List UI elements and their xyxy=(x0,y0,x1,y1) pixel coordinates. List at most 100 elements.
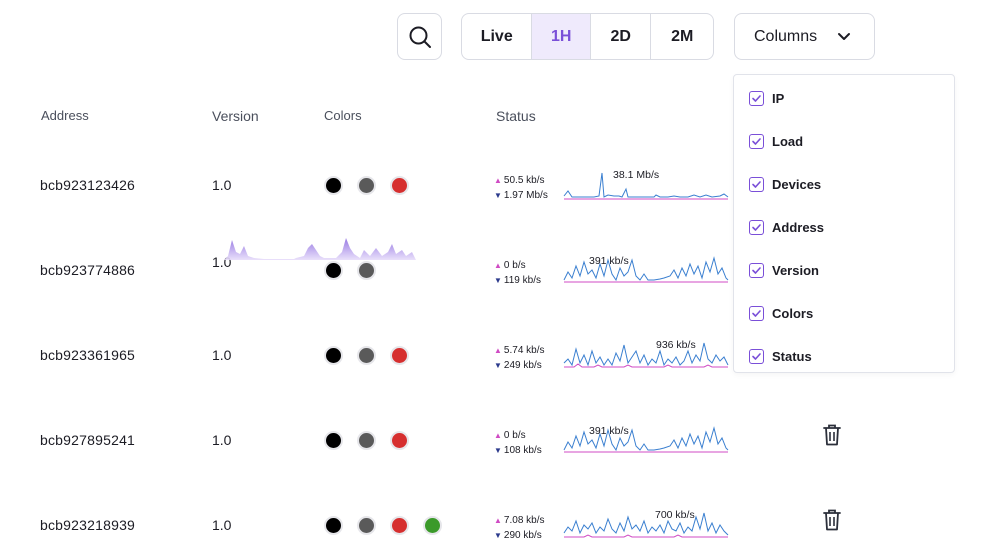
column-option[interactable]: Devices xyxy=(749,177,821,192)
column-option-label: Devices xyxy=(772,177,822,192)
up-arrow-icon: ▲ xyxy=(494,346,502,355)
header-version[interactable]: Version xyxy=(212,108,259,124)
down-arrow-icon: ▼ xyxy=(494,446,502,455)
column-option[interactable]: Version xyxy=(749,263,819,278)
status-sparkline xyxy=(563,342,729,368)
chevron-down-icon xyxy=(838,33,850,40)
checkbox-checked-icon[interactable] xyxy=(749,220,764,235)
checkbox-checked-icon[interactable] xyxy=(749,306,764,321)
range-1h[interactable]: 1H xyxy=(532,14,591,59)
range-live[interactable]: Live xyxy=(462,14,533,59)
row-rates: ▲ 7.08 kb/s ▼ 290 kb/s xyxy=(494,513,545,543)
row-colors xyxy=(324,516,442,535)
row-address: bcb927895241 xyxy=(40,432,136,448)
upload-line xyxy=(564,534,728,538)
peak-label: 936 kb/s xyxy=(656,339,696,351)
row-rates: ▲ 50.5 kb/s ▼ 1.97 Mb/s xyxy=(494,173,548,203)
row-version: 1.0 xyxy=(212,517,232,533)
row-address: bcb923774886 xyxy=(40,262,136,278)
upload-line xyxy=(564,363,728,368)
row-rates: ▲ 0 b/s ▼ 108 kb/s xyxy=(494,428,542,458)
row-version: 1.0 xyxy=(212,347,232,363)
upload-rate-value: 7.08 kb/s xyxy=(503,515,545,526)
checkbox-checked-icon[interactable] xyxy=(749,349,764,364)
row-colors xyxy=(324,346,409,365)
row-colors xyxy=(324,176,409,195)
color-swatch xyxy=(357,176,376,195)
row-version: 1.0 xyxy=(212,432,232,448)
color-swatch xyxy=(324,346,343,365)
download-line xyxy=(563,256,729,282)
row-address: bcb923218939 xyxy=(40,517,136,533)
column-option[interactable]: Colors xyxy=(749,306,813,321)
color-swatch xyxy=(357,431,376,450)
row-address: bcb923123426 xyxy=(40,177,136,193)
search-button[interactable] xyxy=(397,13,442,60)
color-swatch xyxy=(390,176,409,195)
up-arrow-icon: ▲ xyxy=(494,176,502,185)
upload-rate-value: 0 b/s xyxy=(503,260,526,271)
download-line xyxy=(563,172,729,198)
upload-rate-value: 5.74 kb/s xyxy=(503,345,545,356)
column-option[interactable]: Load xyxy=(749,134,803,149)
row-colors xyxy=(324,431,409,450)
upload-rate: ▲ 7.08 kb/s xyxy=(494,513,545,528)
column-option[interactable]: Status xyxy=(749,349,812,364)
header-colors[interactable]: Colors xyxy=(324,108,362,123)
column-option[interactable]: IP xyxy=(749,91,784,106)
download-rate-value: 108 kb/s xyxy=(503,445,542,456)
checkbox-checked-icon[interactable] xyxy=(749,263,764,278)
status-sparkline xyxy=(563,426,729,453)
header-address[interactable]: Address xyxy=(41,108,89,123)
color-swatch xyxy=(357,261,376,280)
download-rate-value: 249 kb/s xyxy=(503,360,542,371)
upload-rate: ▲ 5.74 kb/s xyxy=(494,343,545,358)
checkbox-checked-icon[interactable] xyxy=(749,91,764,106)
trash-icon[interactable] xyxy=(822,423,842,447)
down-arrow-icon: ▼ xyxy=(494,531,502,540)
download-line xyxy=(563,512,729,536)
peak-label: 391 kb/s xyxy=(589,255,629,267)
download-rate: ▼ 108 kb/s xyxy=(494,443,542,458)
trash-icon[interactable] xyxy=(822,508,842,532)
upload-rate-value: 0 b/s xyxy=(503,430,526,441)
status-sparkline xyxy=(563,512,729,538)
columns-label: Columns xyxy=(754,27,818,45)
upload-rate: ▲ 0 b/s xyxy=(494,258,541,273)
time-range-selector: Live 1H 2D 2M xyxy=(461,13,714,60)
download-rate: ▼ 1.97 Mb/s xyxy=(494,188,548,203)
column-option-label: Load xyxy=(772,134,804,149)
download-rate: ▼ 249 kb/s xyxy=(494,358,545,373)
color-swatch xyxy=(324,176,343,195)
up-arrow-icon: ▲ xyxy=(494,431,502,440)
range-2d[interactable]: 2D xyxy=(591,14,652,59)
column-option-label: Version xyxy=(772,263,819,278)
drag-preview-sparkline xyxy=(224,238,416,260)
row-version: 1.0 xyxy=(212,177,232,193)
up-arrow-icon: ▲ xyxy=(494,261,502,270)
peak-label: 38.1 Mb/s xyxy=(613,169,660,181)
checkbox-checked-icon[interactable] xyxy=(749,177,764,192)
upload-rate-value: 50.5 kb/s xyxy=(503,175,545,186)
range-2m[interactable]: 2M xyxy=(671,27,694,45)
download-rate-value: 119 kb/s xyxy=(503,275,541,286)
column-option-label: Colors xyxy=(772,306,814,321)
download-rate: ▼ 119 kb/s xyxy=(494,273,541,288)
color-swatch xyxy=(423,516,442,535)
column-option-label: IP xyxy=(772,91,785,106)
color-swatch xyxy=(357,516,376,535)
color-swatch xyxy=(390,516,409,535)
search-icon xyxy=(409,26,431,48)
download-line xyxy=(563,426,729,452)
peak-label: 391 kb/s xyxy=(589,425,629,437)
upload-rate: ▲ 50.5 kb/s xyxy=(494,173,548,188)
columns-button[interactable]: Columns xyxy=(734,13,875,60)
checkbox-checked-icon[interactable] xyxy=(749,134,764,149)
header-status[interactable]: Status xyxy=(496,108,536,124)
status-sparkline xyxy=(563,256,729,283)
download-rate-value: 1.97 Mb/s xyxy=(503,190,548,201)
color-swatch xyxy=(357,346,376,365)
peak-label: 700 kb/s xyxy=(655,509,695,521)
down-arrow-icon: ▼ xyxy=(494,191,502,200)
column-option[interactable]: Address xyxy=(749,220,824,235)
